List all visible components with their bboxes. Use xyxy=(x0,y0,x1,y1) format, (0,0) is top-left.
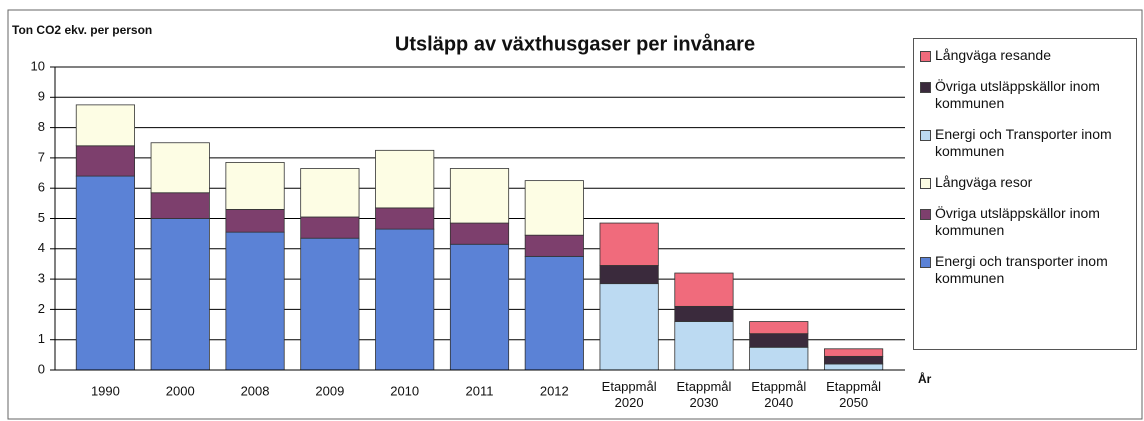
bar-segment xyxy=(225,231,285,371)
y-tick-label: 5 xyxy=(38,210,45,225)
bar-segment xyxy=(75,104,135,147)
bar-segment xyxy=(599,222,659,266)
bar-segment xyxy=(225,209,285,233)
legend-label: Övriga utsläppskällor inom kommunen xyxy=(935,78,1100,111)
legend-label: Energi och Transporter inom kommunen xyxy=(935,126,1112,159)
bar-segment xyxy=(824,355,884,365)
x-tick-label: 2008 xyxy=(241,383,270,398)
bar-segment xyxy=(749,321,809,335)
legend-label: Långväga resor xyxy=(935,174,1033,190)
x-tick-label: 2009 xyxy=(315,383,344,398)
bar-segment xyxy=(524,255,584,371)
bar-segment xyxy=(375,149,435,209)
bar-segment xyxy=(300,216,360,239)
bar-segment xyxy=(674,305,734,322)
y-tick-label: 1 xyxy=(38,331,45,346)
bar-segment xyxy=(150,218,210,371)
legend-label: Energi och transporter inom kommunen xyxy=(935,253,1108,286)
bar-segment xyxy=(300,168,360,218)
y-tick-label: 9 xyxy=(38,89,45,104)
bar-segment xyxy=(674,321,734,371)
bar-segment xyxy=(375,207,435,230)
chart-title: Utsläpp av växthusgaser per invånare xyxy=(395,32,755,55)
bar-segment xyxy=(824,348,884,357)
legend-swatch xyxy=(920,82,931,93)
bar-segment xyxy=(225,162,285,210)
bar-segment xyxy=(824,363,884,371)
legend: Långväga resande Övriga utsläppskällor in… xyxy=(913,38,1137,350)
legend-swatch xyxy=(920,178,931,189)
bar-segment xyxy=(300,237,360,371)
legend-item: Energi och Transporter inom kommunen xyxy=(920,126,1130,160)
legend-item: Långväga resande xyxy=(920,47,1130,64)
bar-segment xyxy=(599,265,659,285)
bar-segment xyxy=(524,180,584,236)
x-axis-label: År xyxy=(918,371,932,386)
y-tick-label: 8 xyxy=(38,119,45,134)
legend-item: Övriga utsläppskällor inom kommunen xyxy=(920,78,1130,112)
y-tick-label: 10 xyxy=(31,58,45,73)
bar-segment xyxy=(749,346,809,371)
x-tick-label: 1990 xyxy=(91,383,120,398)
bar-segment xyxy=(524,234,584,257)
bar-segment xyxy=(449,222,510,245)
y-tick-label: 3 xyxy=(38,271,45,286)
y-tick-label: 2 xyxy=(38,301,45,316)
bar-segment xyxy=(150,192,210,219)
x-tick-label: Etappmål 2040 xyxy=(751,379,806,410)
legend-swatch xyxy=(920,130,931,141)
legend-swatch xyxy=(920,51,931,62)
bar-segment xyxy=(449,243,510,371)
bar-segment xyxy=(449,168,510,224)
x-tick-label: Etappmål 2050 xyxy=(826,379,881,410)
legend-item: Övriga utsläppskällor inom kommunen xyxy=(920,205,1130,239)
legend-swatch xyxy=(920,209,931,220)
legend-swatch xyxy=(920,257,931,268)
x-tick-label: Etappmål 2020 xyxy=(602,379,657,410)
y-axis-label: Ton CO2 ekv. per person xyxy=(12,23,152,37)
legend-item: Energi och transporter inom kommunen xyxy=(920,253,1130,287)
y-tick-label: 7 xyxy=(38,149,45,164)
bar-segment xyxy=(75,145,135,177)
y-tick-label: 0 xyxy=(38,361,45,376)
bar-segment xyxy=(749,333,809,348)
bar-segment xyxy=(674,272,734,307)
bar-segment xyxy=(375,228,435,371)
x-tick-label: 2012 xyxy=(540,383,569,398)
x-tick-label: 2011 xyxy=(466,383,494,398)
y-tick-label: 6 xyxy=(38,180,45,195)
legend-item: Långväga resor xyxy=(920,174,1130,191)
x-tick-label: 2010 xyxy=(390,383,419,398)
bar-segment xyxy=(599,283,659,371)
legend-label: Övriga utsläppskällor inom kommunen xyxy=(935,205,1100,238)
legend-label: Långväga resande xyxy=(935,47,1051,63)
x-tick-label: Etappmål 2030 xyxy=(676,379,731,410)
x-tick-label: 2000 xyxy=(166,383,195,398)
bar-segment xyxy=(75,175,135,371)
y-tick-label: 4 xyxy=(38,240,45,255)
bar-segment xyxy=(150,142,210,194)
